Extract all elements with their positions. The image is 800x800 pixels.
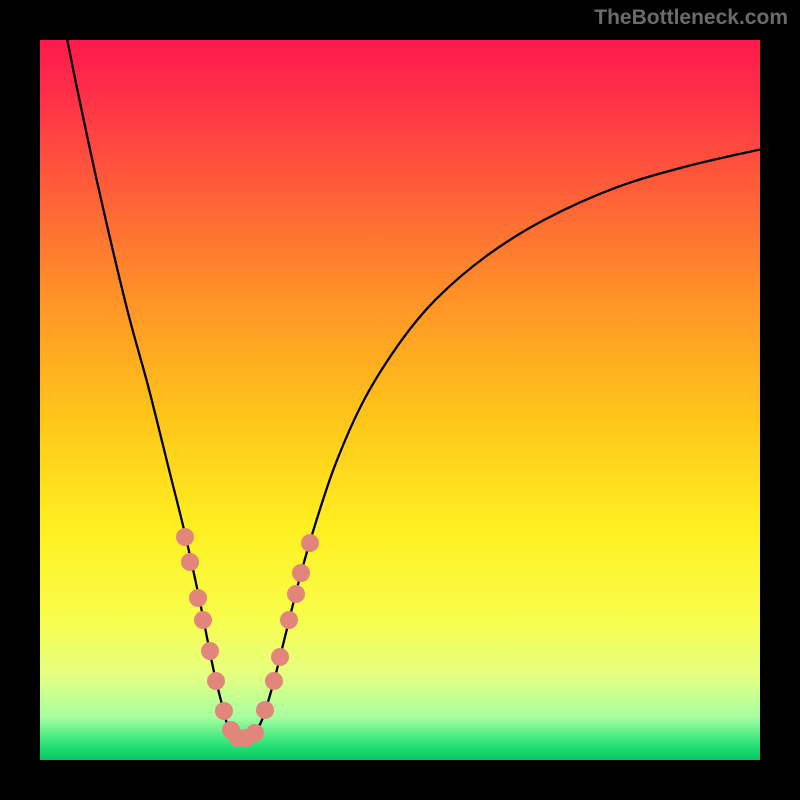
data-marker — [201, 642, 219, 660]
data-marker — [207, 672, 225, 690]
data-marker — [176, 528, 194, 546]
data-marker — [189, 589, 207, 607]
data-marker — [280, 611, 298, 629]
curve-path — [67, 40, 760, 739]
data-marker — [194, 611, 212, 629]
bottleneck-curve — [40, 40, 760, 760]
data-marker — [292, 564, 310, 582]
data-marker — [265, 672, 283, 690]
data-marker — [301, 534, 319, 552]
data-marker — [256, 701, 274, 719]
data-marker — [287, 585, 305, 603]
chart-root: TheBottleneck.com — [0, 0, 800, 800]
data-marker — [271, 648, 289, 666]
data-marker — [215, 702, 233, 720]
plot-area — [40, 40, 760, 760]
data-marker — [246, 724, 264, 742]
watermark-text: TheBottleneck.com — [594, 6, 788, 30]
data-marker — [181, 553, 199, 571]
